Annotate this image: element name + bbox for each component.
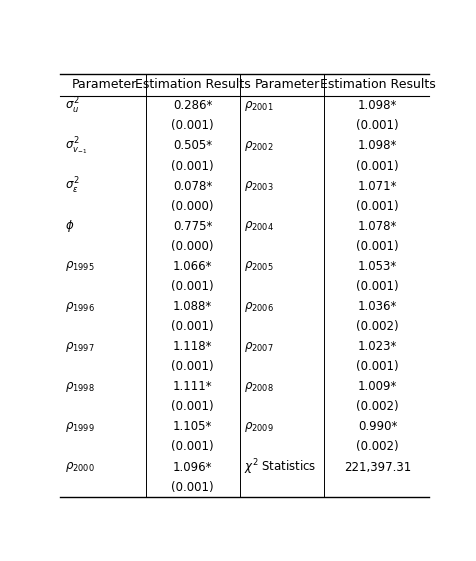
Text: (0.001): (0.001) [356,360,398,373]
Text: Estimation Results: Estimation Results [135,79,250,91]
Text: (0.002): (0.002) [356,401,398,413]
Text: 0.990*: 0.990* [357,420,397,434]
Text: Parameter: Parameter [254,79,319,91]
Text: 1.071*: 1.071* [357,180,397,192]
Text: 0.505*: 0.505* [173,140,212,153]
Text: 1.096*: 1.096* [173,461,212,473]
Text: (0.001): (0.001) [171,119,214,132]
Text: $\rho_{1999}$: $\rho_{1999}$ [65,420,95,434]
Text: (0.001): (0.001) [171,159,214,173]
Text: $\rho_{1995}$: $\rho_{1995}$ [65,259,95,273]
Text: 221,397.31: 221,397.31 [343,461,410,473]
Text: $\rho_{1998}$: $\rho_{1998}$ [65,380,95,394]
Text: 1.111*: 1.111* [172,380,212,393]
Text: 1.098*: 1.098* [357,140,397,153]
Text: 0.286*: 0.286* [173,99,212,112]
Text: 1.078*: 1.078* [357,220,397,233]
Text: $\phi$: $\phi$ [65,218,74,234]
Text: 0.078*: 0.078* [173,180,212,192]
Text: $\rho_{2002}$: $\rho_{2002}$ [244,139,274,153]
Text: (0.002): (0.002) [356,320,398,333]
Text: 1.105*: 1.105* [173,420,212,434]
Text: (0.001): (0.001) [356,159,398,173]
Text: 1.098*: 1.098* [357,99,397,112]
Text: (0.001): (0.001) [356,280,398,293]
Text: (0.001): (0.001) [356,119,398,132]
Text: $\rho_{1996}$: $\rho_{1996}$ [65,300,95,314]
Text: (0.001): (0.001) [171,481,214,494]
Text: 0.775*: 0.775* [173,220,212,233]
Text: 1.009*: 1.009* [357,380,397,393]
Text: $\sigma_{v_{-1}}^2$: $\sigma_{v_{-1}}^2$ [65,135,87,157]
Text: (0.001): (0.001) [356,240,398,253]
Text: (0.001): (0.001) [171,440,214,453]
Text: $\sigma_\epsilon^2$: $\sigma_\epsilon^2$ [65,176,79,196]
Text: $\rho_{2007}$: $\rho_{2007}$ [244,339,274,353]
Text: $\rho_{2006}$: $\rho_{2006}$ [244,300,274,314]
Text: $\rho_{2001}$: $\rho_{2001}$ [244,99,274,113]
Text: (0.001): (0.001) [356,200,398,213]
Text: 1.023*: 1.023* [357,340,397,353]
Text: Estimation Results: Estimation Results [319,79,435,91]
Text: (0.000): (0.000) [171,240,214,253]
Text: $\chi^2$ Statistics: $\chi^2$ Statistics [244,457,316,477]
Text: $\rho_{2004}$: $\rho_{2004}$ [244,219,274,233]
Text: 1.036*: 1.036* [357,300,397,313]
Text: $\rho_{2008}$: $\rho_{2008}$ [244,380,274,394]
Text: 1.118*: 1.118* [173,340,212,353]
Text: $\rho_{2003}$: $\rho_{2003}$ [244,179,274,193]
Text: $\sigma_u^2$: $\sigma_u^2$ [65,96,79,116]
Text: 1.053*: 1.053* [357,260,397,273]
Text: (0.001): (0.001) [171,280,214,293]
Text: (0.001): (0.001) [171,401,214,413]
Text: $\rho_{1997}$: $\rho_{1997}$ [65,339,95,353]
Text: (0.001): (0.001) [171,320,214,333]
Text: (0.002): (0.002) [356,440,398,453]
Text: $\rho_{2005}$: $\rho_{2005}$ [244,259,274,273]
Text: (0.000): (0.000) [171,200,214,213]
Text: (0.001): (0.001) [171,360,214,373]
Text: Parameter: Parameter [71,79,136,91]
Text: $\rho_{2009}$: $\rho_{2009}$ [244,420,274,434]
Text: $\rho_{2000}$: $\rho_{2000}$ [65,460,95,474]
Text: 1.088*: 1.088* [173,300,212,313]
Text: 1.066*: 1.066* [173,260,212,273]
